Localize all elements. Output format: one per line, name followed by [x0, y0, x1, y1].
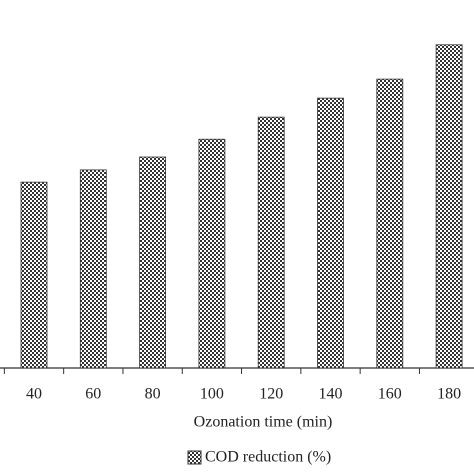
- bar: [20, 181, 48, 369]
- legend-label: COD reduction (%): [205, 449, 331, 466]
- bar: [257, 116, 285, 369]
- bar: [435, 44, 463, 369]
- legend-swatch: [187, 450, 202, 465]
- x-tick-label: 60: [85, 386, 101, 403]
- x-tick-label: 140: [319, 386, 343, 403]
- bar: [376, 78, 404, 369]
- bar: [317, 97, 344, 369]
- x-tick-label: 180: [437, 386, 461, 403]
- bar: [79, 169, 107, 369]
- x-axis-title: Ozonation time (min): [194, 414, 333, 431]
- x-tick-label: 100: [200, 386, 224, 403]
- x-tick-label: 120: [259, 386, 283, 403]
- x-tick-label: 40: [26, 386, 42, 403]
- bar: [139, 156, 167, 369]
- x-tick-label: 80: [145, 386, 161, 403]
- bar: [198, 138, 226, 369]
- x-tick-label: 160: [378, 386, 402, 403]
